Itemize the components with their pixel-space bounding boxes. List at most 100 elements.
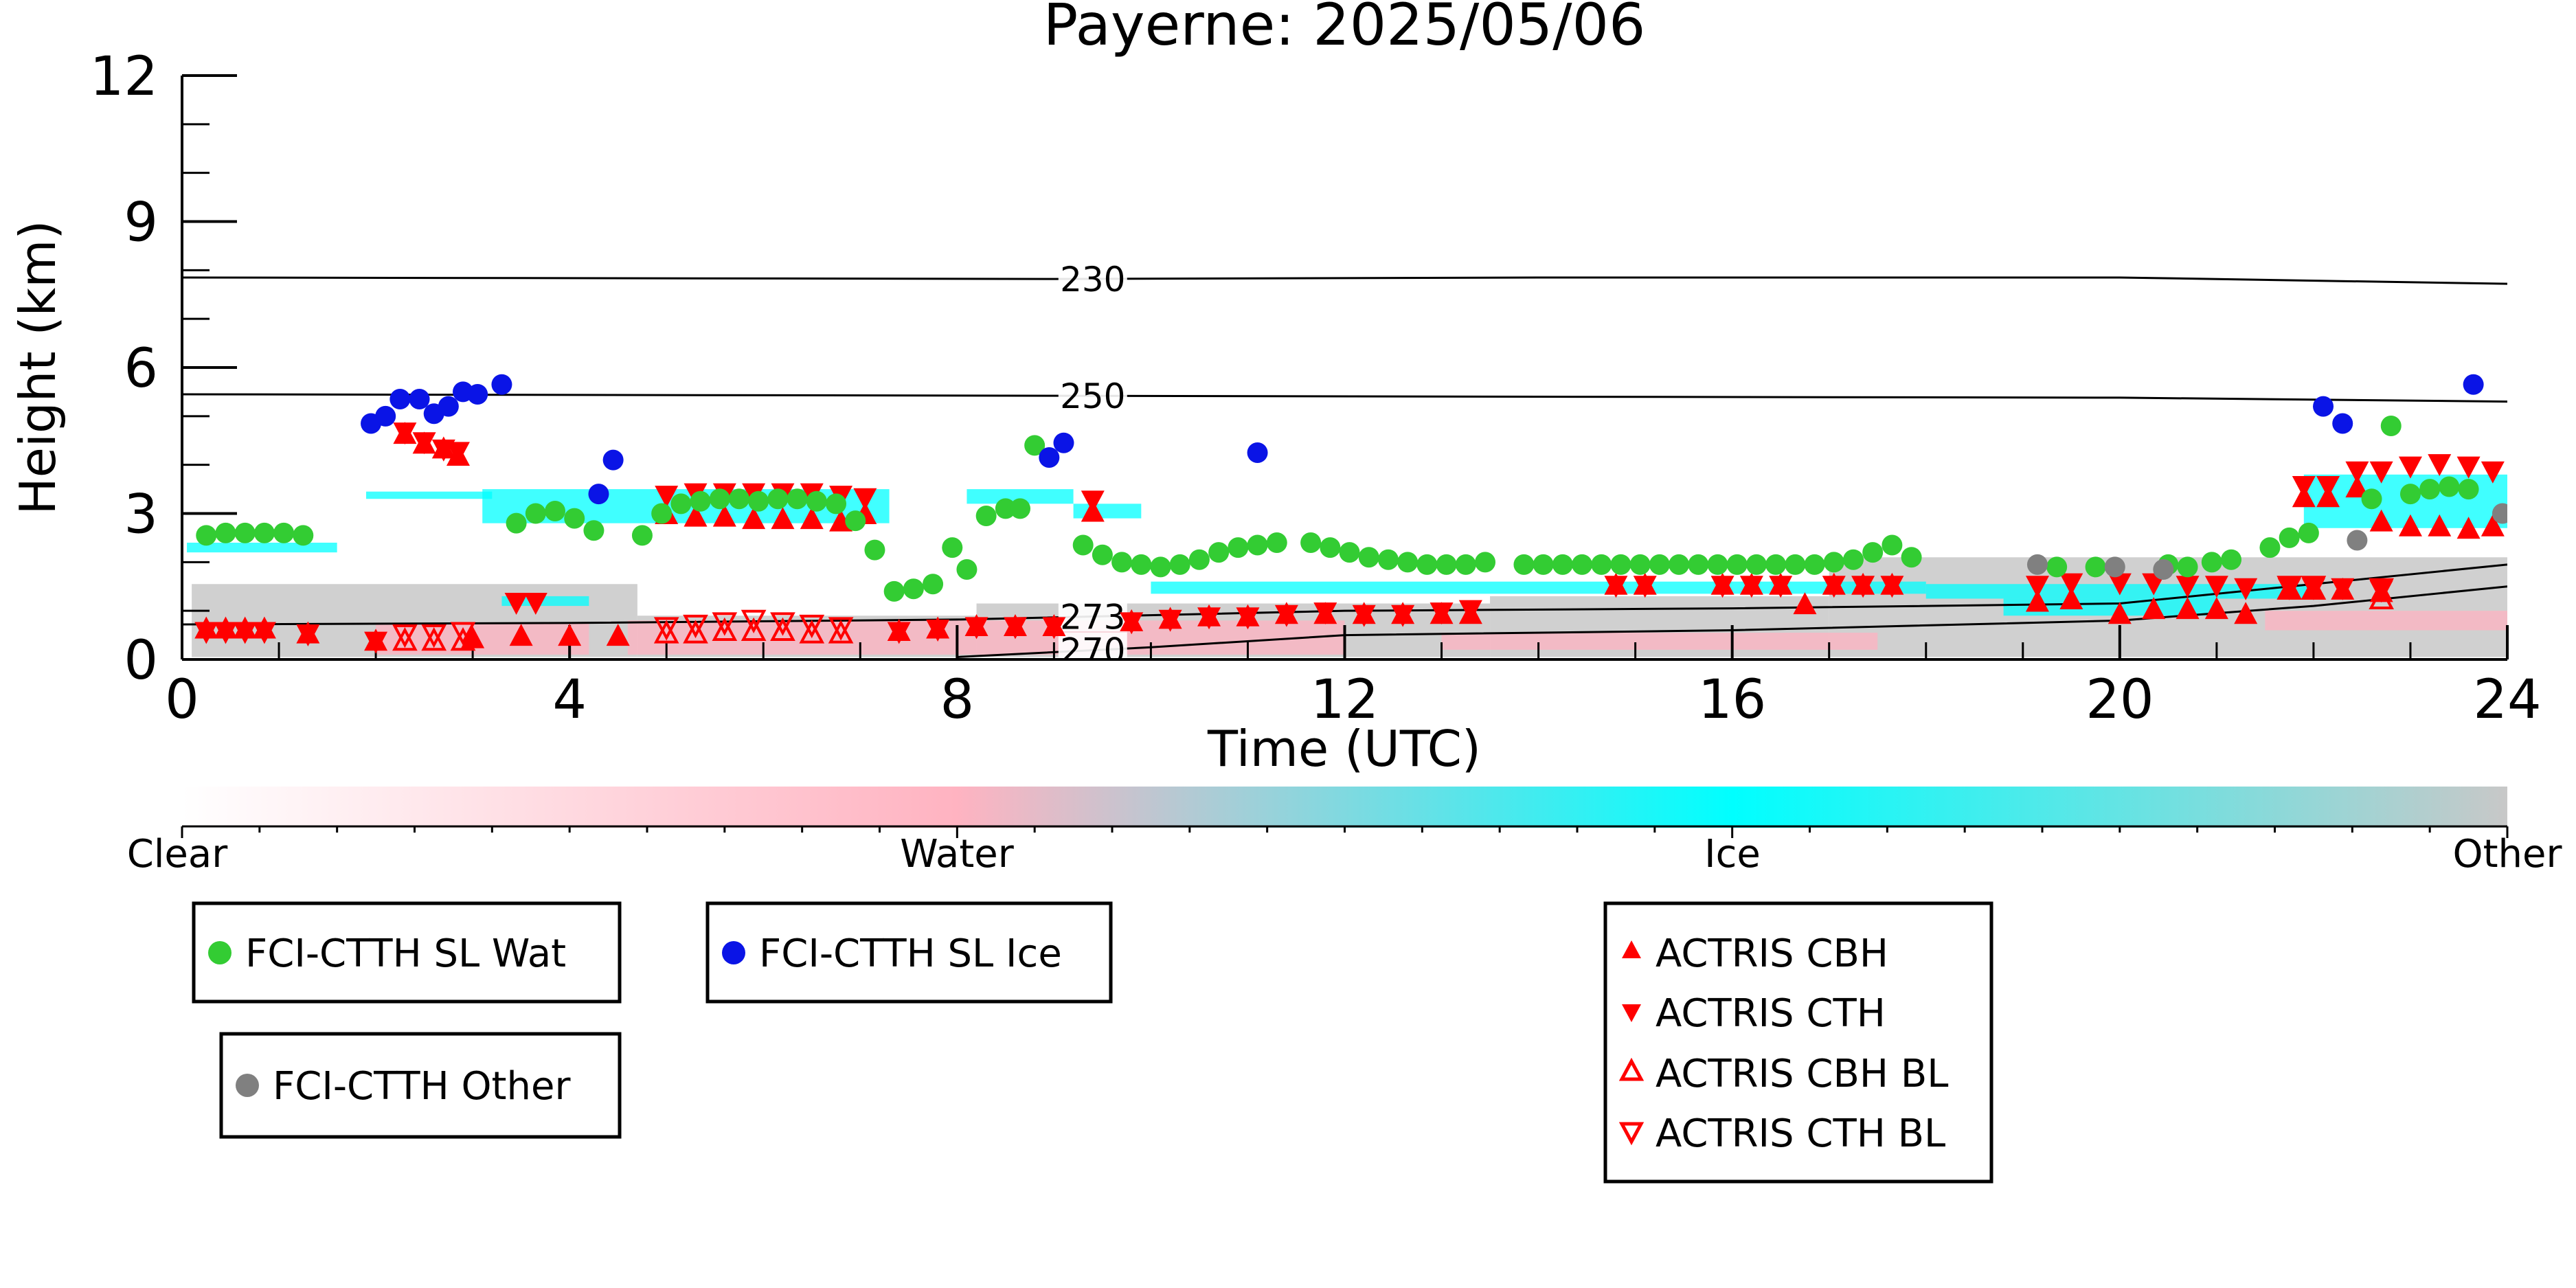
point-fci-ctth-sl-wat	[1649, 554, 1670, 575]
point-fci-ctth-sl-wat	[2399, 484, 2421, 505]
isotherm-label-230: 230	[1060, 260, 1125, 300]
isotherm-line-250	[182, 393, 2507, 403]
point-fci-ctth-sl-wat	[1533, 554, 1554, 575]
point-actris-cth	[1604, 576, 1628, 598]
point-actris-cbh	[2108, 602, 2132, 624]
x-tick-label: 16	[1698, 669, 1766, 731]
point-fci-ctth-sl-ice	[491, 374, 512, 395]
point-actris-cbh-bl	[741, 617, 767, 642]
point-fci-ctth-sl-wat	[2439, 476, 2460, 497]
point-actris-cth	[1739, 576, 1763, 598]
colorbar-label-other: Other	[2452, 832, 2562, 877]
point-actris-cth	[2369, 461, 2393, 484]
point-actris-cth	[523, 593, 547, 615]
point-actris-cth	[2316, 476, 2340, 498]
isotherm-line-273	[182, 563, 2507, 626]
point-fci-ctth-other	[2153, 558, 2174, 580]
point-actris-cth	[2292, 476, 2316, 498]
point-fci-ctth-sl-wat	[995, 498, 1016, 519]
point-actris-cth	[853, 488, 877, 510]
point-fci-ctth-sl-wat	[883, 580, 905, 602]
point-fci-ctth-sl-wat	[545, 500, 566, 521]
point-actris-cbh	[2398, 514, 2422, 536]
y-tick-label: 3	[124, 484, 158, 546]
point-actris-cth	[2176, 576, 2200, 598]
point-fci-ctth-sl-wat	[2046, 556, 2068, 578]
point-fci-ctth-sl-ice	[467, 383, 488, 405]
point-fci-ctth-other	[2026, 554, 2048, 575]
point-actris-cbh	[509, 624, 533, 646]
point-fci-ctth-sl-wat	[1804, 554, 1825, 575]
radar-region-ice	[1151, 581, 1926, 594]
point-actris-cth	[1313, 602, 1337, 625]
point-fci-ctth-sl-wat	[903, 578, 924, 600]
point-actris-cbh-bl	[392, 626, 418, 651]
legend-marker-water	[208, 941, 231, 964]
point-fci-ctth-sl-wat	[2419, 479, 2441, 500]
point-fci-ctth-other	[2492, 503, 2507, 524]
x-axis-label: Time (UTC)	[1207, 720, 1481, 778]
point-actris-cbh	[461, 626, 485, 648]
point-fci-ctth-sl-wat	[1629, 554, 1651, 575]
legend-marker-cbh	[1622, 940, 1641, 958]
point-fci-ctth-sl-wat	[1513, 554, 1535, 575]
colorbar-label-water: Water	[900, 832, 1015, 877]
point-actris-cbh	[2481, 514, 2505, 536]
point-fci-ctth-other	[2347, 530, 2368, 551]
point-fci-ctth-sl-wat	[1092, 544, 1113, 565]
point-actris-cth	[214, 622, 238, 644]
x-tick-label: 4	[552, 669, 587, 731]
point-actris-cth-bl	[712, 612, 738, 636]
point-actris-cth-bl	[450, 622, 476, 646]
point-fci-ctth-other	[2104, 556, 2125, 578]
isotherm-label-bg-273	[1058, 598, 1127, 632]
point-actris-cth	[2204, 576, 2228, 598]
point-actris-cbh	[2369, 509, 2393, 532]
point-actris-cbh-bl	[828, 620, 854, 644]
point-fci-ctth-sl-ice	[409, 389, 430, 410]
point-fci-ctth-sl-wat	[506, 512, 527, 534]
point-fci-ctth-sl-wat	[826, 493, 847, 515]
point-actris-cth	[964, 617, 988, 640]
point-fci-ctth-sl-wat	[1169, 554, 1190, 575]
point-actris-cth	[252, 622, 276, 644]
point-fci-ctth-sl-wat	[1591, 554, 1612, 575]
point-fci-ctth-sl-wat	[1455, 554, 1476, 575]
point-fci-ctth-sl-wat	[1765, 554, 1787, 575]
point-actris-cth	[1710, 576, 1735, 598]
point-fci-ctth-sl-wat	[1416, 554, 1438, 575]
point-actris-cth	[412, 432, 436, 455]
point-actris-cth-bl	[799, 614, 825, 639]
point-fci-ctth-sl-wat	[1131, 554, 1152, 575]
point-fci-ctth-sl-wat	[806, 490, 827, 512]
point-fci-ctth-sl-wat	[2380, 416, 2402, 436]
point-actris-cth-bl	[741, 609, 767, 634]
point-actris-cbh	[800, 507, 824, 530]
point-actris-cbh	[2204, 597, 2228, 620]
isotherm-line-230	[182, 276, 2507, 285]
isotherm-label-250: 250	[1060, 376, 1125, 416]
point-fci-ctth-sl-wat	[1707, 554, 1728, 575]
point-fci-ctth-sl-wat	[2177, 556, 2198, 578]
point-actris-cth	[655, 486, 679, 508]
point-actris-cth	[2234, 578, 2258, 600]
point-actris-cth	[446, 442, 470, 464]
point-actris-cth	[1458, 600, 1482, 622]
y-tick-label: 9	[124, 192, 158, 254]
isotherm-label-273: 273	[1060, 597, 1125, 637]
point-fci-ctth-sl-wat	[1377, 549, 1399, 570]
legend-label-cbh: ACTRIS CBH	[1656, 931, 1888, 976]
point-actris-cth	[1274, 605, 1298, 627]
point-actris-cth-bl	[2276, 576, 2302, 600]
point-fci-ctth-sl-wat	[728, 488, 749, 510]
colorbar-label-clear: Clear	[127, 832, 228, 877]
point-fci-ctth-sl-wat	[2458, 479, 2479, 500]
x-tick-label: 0	[165, 669, 199, 731]
y-tick-label: 0	[124, 630, 158, 692]
point-fci-ctth-sl-wat	[1785, 554, 1806, 575]
point-fci-ctth-sl-wat	[1397, 552, 1419, 573]
point-actris-cbh	[2142, 597, 2166, 620]
point-actris-cth	[2345, 461, 2369, 484]
